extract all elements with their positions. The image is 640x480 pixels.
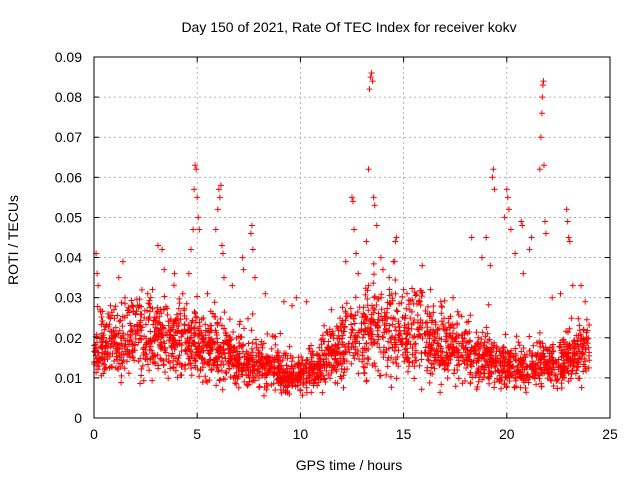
- y-tick-label: 0: [74, 410, 82, 426]
- x-axis-ticks: 0 5 10 15 20 25: [90, 57, 618, 442]
- data-point-group: [93, 70, 592, 399]
- y-tick-label: 0.06: [55, 169, 82, 185]
- data-point-group: [549, 206, 589, 305]
- x-axis-label: GPS time / hours: [296, 457, 403, 473]
- y-tick-label: 0.09: [55, 49, 82, 65]
- x-tick-label: 0: [90, 426, 98, 442]
- y-tick-label: 0.03: [55, 290, 82, 306]
- y-tick-label: 0.08: [55, 89, 82, 105]
- x-tick-label: 20: [499, 426, 515, 442]
- y-tick-label: 0.02: [55, 330, 82, 346]
- chart-title: Day 150 of 2021, Rate Of TEC Index for r…: [181, 19, 516, 35]
- data-points: [91, 70, 593, 399]
- x-tick-label: 15: [396, 426, 412, 442]
- x-tick-label: 5: [193, 426, 201, 442]
- plot-frame: [93, 56, 611, 419]
- y-axis-label: ROTI / TECUs: [5, 195, 21, 285]
- x-tick-label: 10: [293, 426, 309, 442]
- y-axis-ticks: 0 0.01 0.02 0.03 0.04 0.05 0.06 0.07 0.08 0.09: [55, 49, 610, 426]
- x-tick-label: 25: [602, 426, 618, 442]
- y-tick-label: 0.04: [55, 250, 82, 266]
- y-tick-label: 0.01: [55, 370, 82, 386]
- y-tick-label: 0.05: [55, 209, 82, 225]
- y-tick-label: 0.07: [55, 129, 82, 145]
